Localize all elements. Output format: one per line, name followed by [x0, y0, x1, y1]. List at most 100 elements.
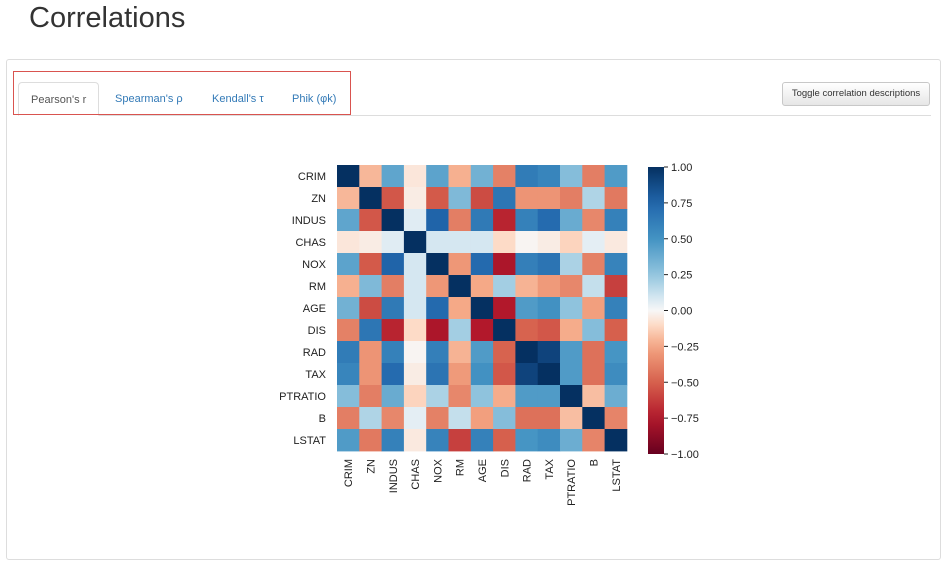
heatmap-cell-indus-chas	[403, 209, 427, 232]
heatmap-cell-zn-indus	[381, 187, 405, 210]
x-tick-label: DIS	[499, 459, 511, 477]
x-tick-label: TAX	[544, 458, 556, 479]
heatmap-cell-dis-age	[470, 319, 494, 342]
colorbar-tick-label: 0.75	[671, 198, 692, 210]
heatmap-cell-chas-crim	[337, 231, 360, 254]
colorbar-tick-label: 0.50	[671, 234, 692, 246]
colorbar-tick-label: 0.25	[671, 270, 692, 282]
heatmap-cell-nox-indus	[381, 253, 405, 276]
colorbar-tick-label: −0.75	[671, 413, 699, 425]
x-tick-label: B	[588, 459, 600, 466]
heatmap-cell-age-b	[582, 297, 605, 320]
heatmap-cell-ptratio-chas	[403, 385, 427, 408]
heatmap-cell-zn-zn	[359, 187, 382, 210]
heatmap-cell-zn-age	[470, 187, 494, 210]
heatmap-cell-age-chas	[403, 297, 427, 320]
heatmap-cell-nox-age	[470, 253, 494, 276]
heatmap-cell-lstat-tax	[537, 429, 561, 452]
heatmap-cell-zn-nox	[426, 187, 449, 210]
heatmap-cell-nox-nox	[426, 253, 449, 276]
heatmap-cell-b-dis	[493, 407, 516, 430]
heatmap-cell-nox-lstat	[604, 253, 628, 276]
heatmap-cell-lstat-age	[470, 429, 494, 452]
page-title: Correlations	[29, 2, 186, 34]
tab-kendall[interactable]: Kendall's τ	[212, 93, 264, 105]
heatmap-cell-age-lstat	[604, 297, 628, 320]
heatmap-cell-ptratio-rm	[448, 385, 472, 408]
toggle-correlation-descriptions-button[interactable]: Toggle correlation descriptions	[782, 82, 930, 106]
heatmap-cell-indus-indus	[381, 209, 405, 232]
heatmap-cell-lstat-rm	[448, 429, 472, 452]
x-tick-label: PTRATIO	[566, 459, 578, 506]
heatmap-cell-lstat-indus	[381, 429, 405, 452]
heatmap-cell-b-chas	[403, 407, 427, 430]
heatmap-cell-crim-dis	[493, 165, 516, 188]
colorbar-tick-label: 0.00	[671, 306, 692, 318]
heatmap-cell-rad-ptratio	[560, 341, 583, 364]
heatmap-cell-rm-ptratio	[560, 275, 583, 298]
x-tick-label: INDUS	[388, 459, 400, 493]
y-tick-label: CRIM	[298, 171, 326, 183]
heatmap-cell-chas-tax	[537, 231, 561, 254]
tab-spearman[interactable]: Spearman's ρ	[115, 93, 183, 105]
heatmap-cell-rm-crim	[337, 275, 360, 298]
x-tick-label: AGE	[477, 459, 489, 482]
heatmap-cell-age-zn	[359, 297, 382, 320]
heatmap-cell-lstat-lstat	[604, 429, 628, 452]
heatmap-cell-tax-tax	[537, 363, 561, 386]
x-tick-label: LSTAT	[611, 459, 623, 492]
heatmap-cell-zn-ptratio	[560, 187, 583, 210]
heatmap-cell-lstat-zn	[359, 429, 382, 452]
y-tick-label: PTRATIO	[279, 391, 326, 403]
heatmap-cell-ptratio-tax	[537, 385, 561, 408]
heatmap-cell-crim-rad	[515, 165, 539, 188]
y-tick-label: NOX	[302, 259, 327, 271]
colorbar-tick-label: −0.50	[671, 377, 699, 389]
heatmap-cell-rad-lstat	[604, 341, 628, 364]
heatmap-cell-tax-age	[470, 363, 494, 386]
heatmap-cell-crim-b	[582, 165, 605, 188]
tab-phik[interactable]: Phik (φk)	[292, 93, 337, 105]
heatmap-cell-chas-ptratio	[560, 231, 583, 254]
heatmap-cell-crim-age	[470, 165, 494, 188]
heatmap-cell-indus-ptratio	[560, 209, 583, 232]
heatmap-cell-b-rm	[448, 407, 472, 430]
heatmap-cell-rad-dis	[493, 341, 516, 364]
heatmap-cell-lstat-dis	[493, 429, 516, 452]
heatmap-cell-ptratio-lstat	[604, 385, 628, 408]
heatmap-cell-tax-dis	[493, 363, 516, 386]
heatmap-cell-dis-ptratio	[560, 319, 583, 342]
heatmap-cell-age-ptratio	[560, 297, 583, 320]
heatmap-cell-chas-dis	[493, 231, 516, 254]
heatmap-cell-rm-tax	[537, 275, 561, 298]
heatmap-cell-lstat-nox	[426, 429, 449, 452]
heatmap-cell-chas-rad	[515, 231, 539, 254]
colorbar-tick-label: −1.00	[671, 449, 699, 461]
heatmap-cell-b-age	[470, 407, 494, 430]
y-tick-label: RAD	[303, 347, 326, 359]
heatmap-cell-nox-rm	[448, 253, 472, 276]
heatmap-cell-zn-b	[582, 187, 605, 210]
tab-pearson[interactable]: Pearson's r	[18, 82, 100, 116]
heatmap-cell-dis-crim	[337, 319, 360, 342]
x-tick-label: RAD	[522, 459, 534, 482]
heatmap-cell-b-b	[582, 407, 605, 430]
y-tick-label: DIS	[308, 325, 326, 337]
heatmap-cell-dis-nox	[426, 319, 449, 342]
heatmap-cell-chas-indus	[381, 231, 405, 254]
heatmap-cell-ptratio-age	[470, 385, 494, 408]
x-tick-label: ZN	[365, 459, 377, 474]
y-tick-label: B	[319, 413, 326, 425]
heatmap-cell-tax-rad	[515, 363, 539, 386]
colorbar-tick-label: 1.00	[671, 162, 692, 174]
heatmap-cell-rm-chas	[403, 275, 427, 298]
heatmap-cell-age-crim	[337, 297, 360, 320]
heatmap-cell-dis-indus	[381, 319, 405, 342]
heatmap-cell-ptratio-dis	[493, 385, 516, 408]
heatmap-cell-tax-nox	[426, 363, 449, 386]
heatmap-cell-rm-rad	[515, 275, 539, 298]
y-tick-label: CHAS	[295, 237, 326, 249]
heatmap-cell-chas-nox	[426, 231, 449, 254]
heatmap-cell-ptratio-ptratio	[560, 385, 583, 408]
